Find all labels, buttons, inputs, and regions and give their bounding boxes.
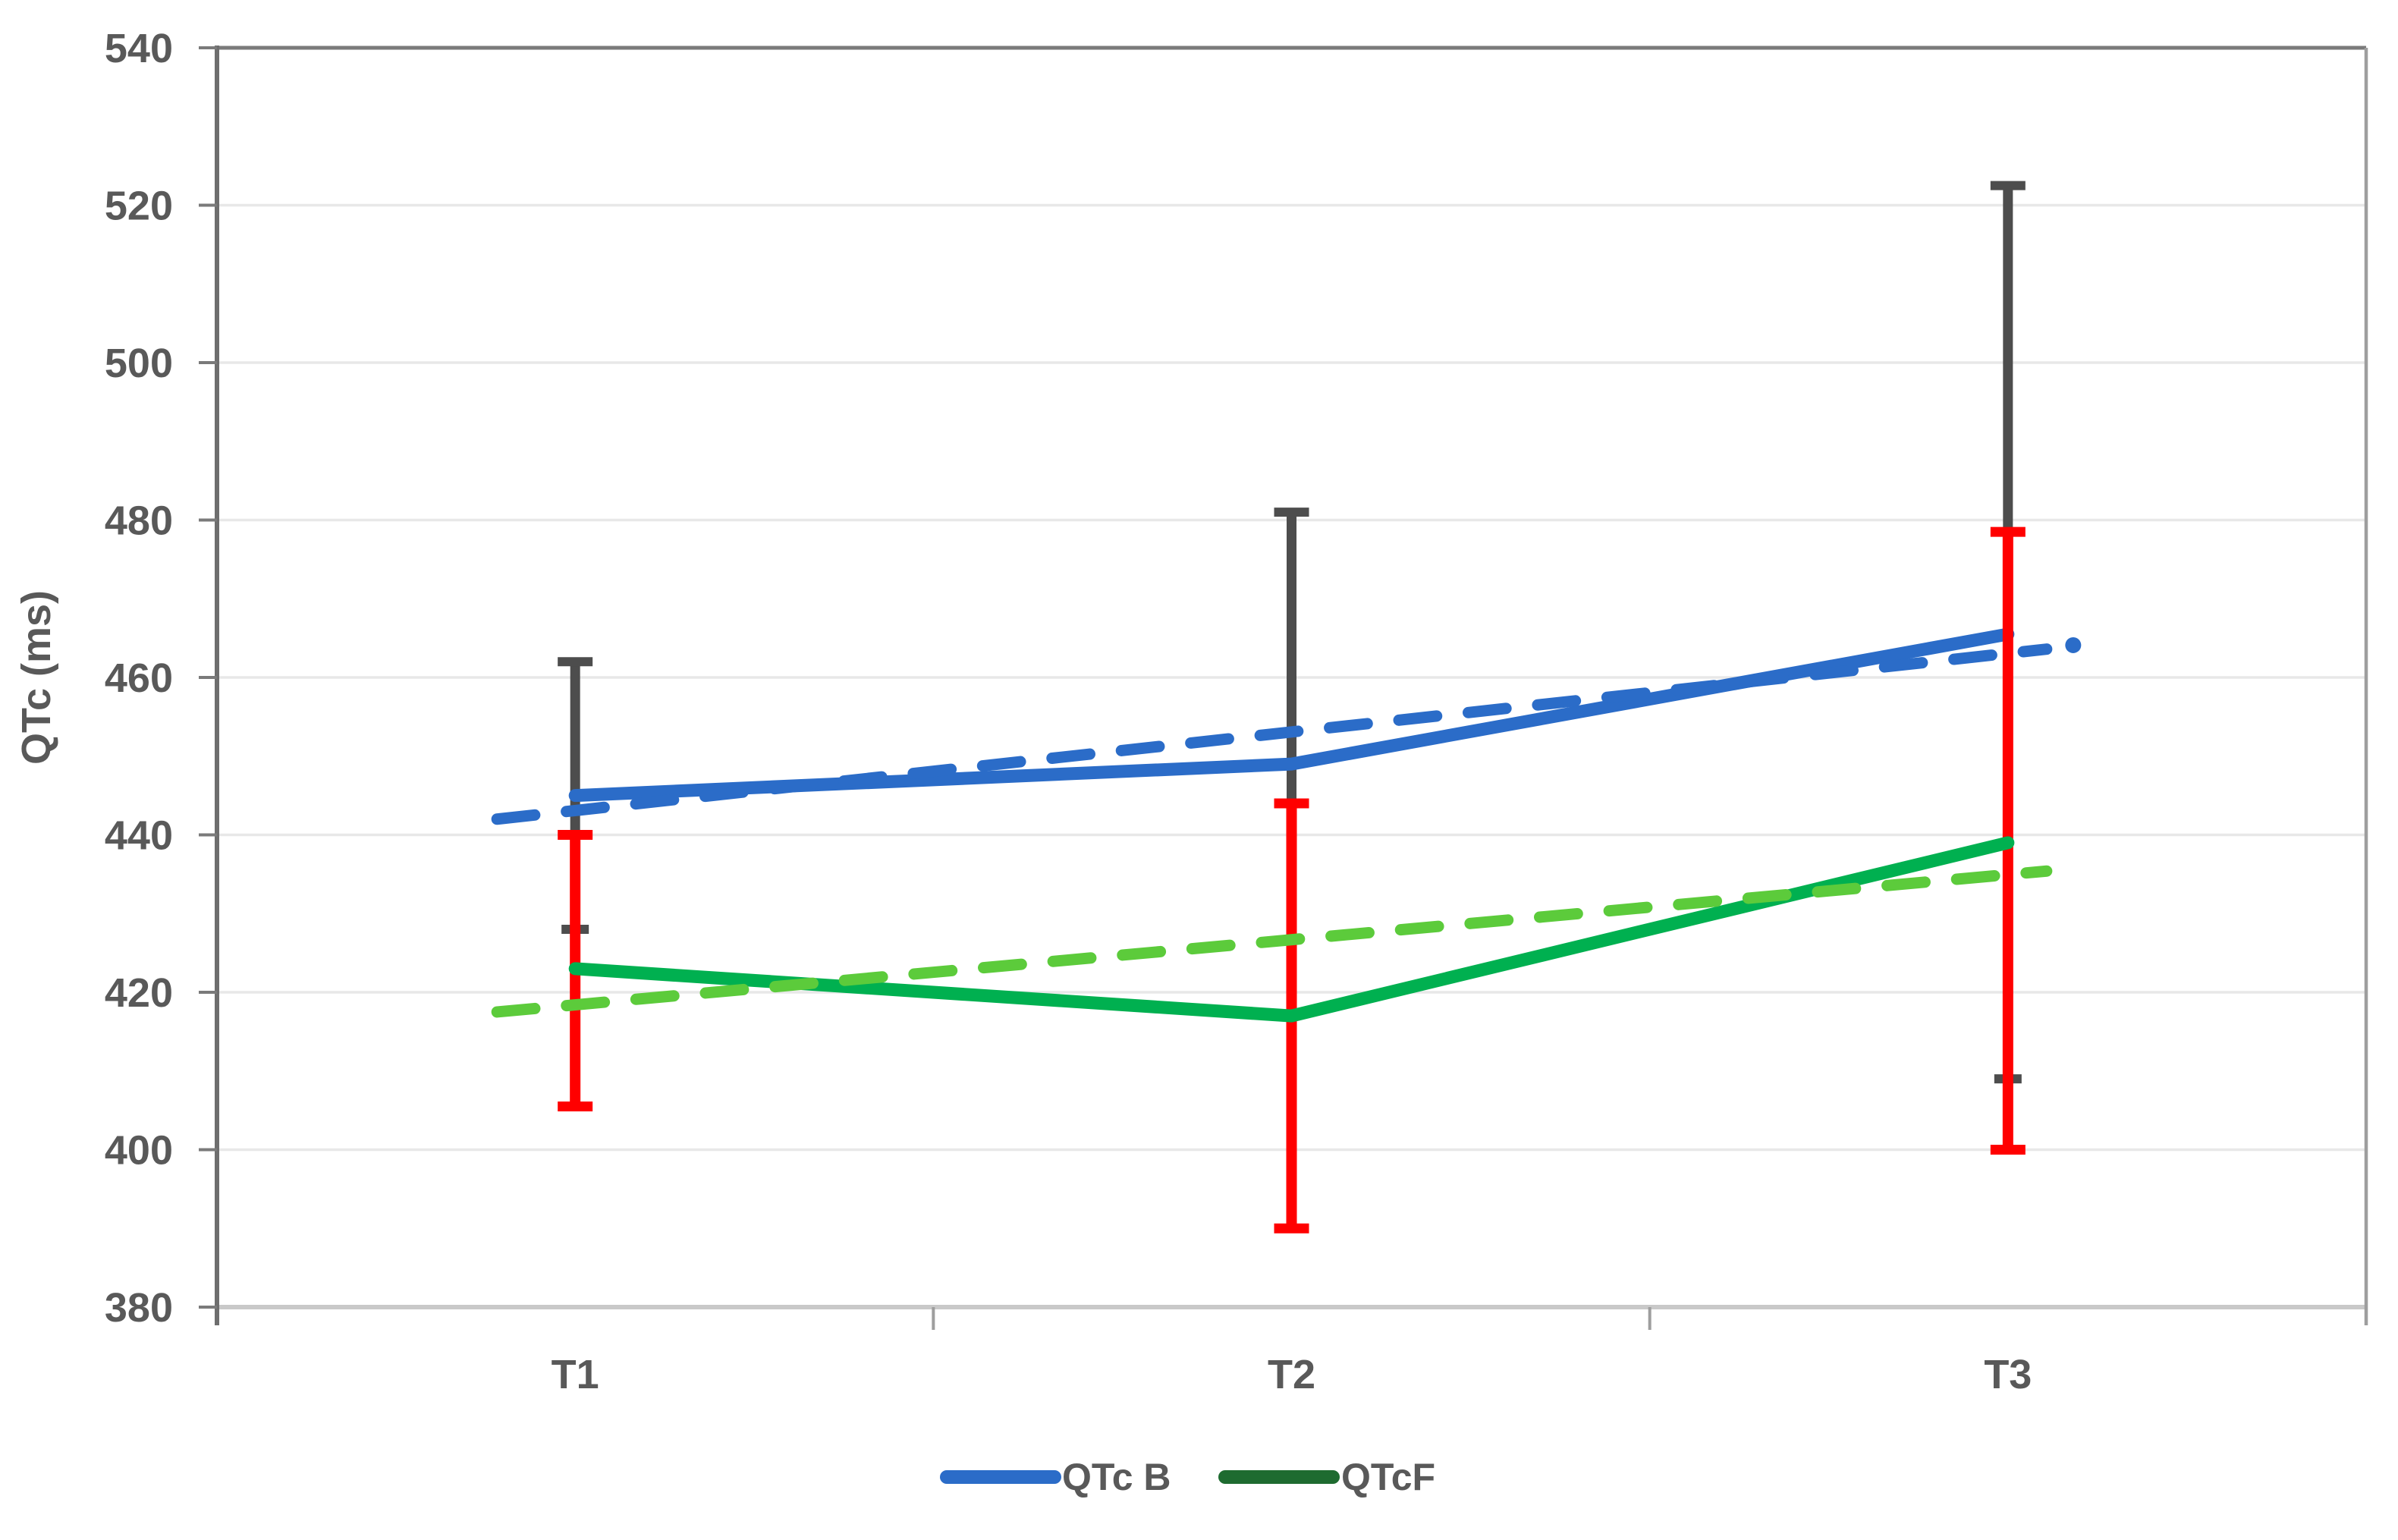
y-tick-label: 540: [105, 26, 173, 71]
y-tick-label: 460: [105, 655, 173, 701]
x-category-label: T2: [1268, 1352, 1315, 1397]
trendline-qtcf: [491, 865, 2053, 1018]
y-tick-label: 400: [105, 1128, 173, 1174]
legend-label-qtc-b: QTc B: [1062, 1456, 1171, 1498]
legend-label-qtcf: QTcF: [1341, 1456, 1435, 1498]
trendline-end-dot: [2065, 636, 2082, 653]
y-tick-label: 520: [105, 184, 173, 229]
legend: QTc B QTcF: [940, 1456, 1435, 1498]
x-category-label: T1: [552, 1352, 599, 1397]
y-tick-label: 480: [105, 498, 173, 544]
error-bar-qtc-b: [1274, 508, 1309, 800]
y-axis-title: QTc (ms): [14, 590, 59, 765]
x-category-label: T3: [1984, 1352, 2032, 1397]
y-tick-label: 380: [105, 1285, 173, 1331]
y-tick-label: 420: [105, 970, 173, 1016]
y-tick-label: 500: [105, 341, 173, 386]
trendline-qtc-b: [491, 643, 2053, 825]
y-tick-label: 440: [105, 813, 173, 859]
